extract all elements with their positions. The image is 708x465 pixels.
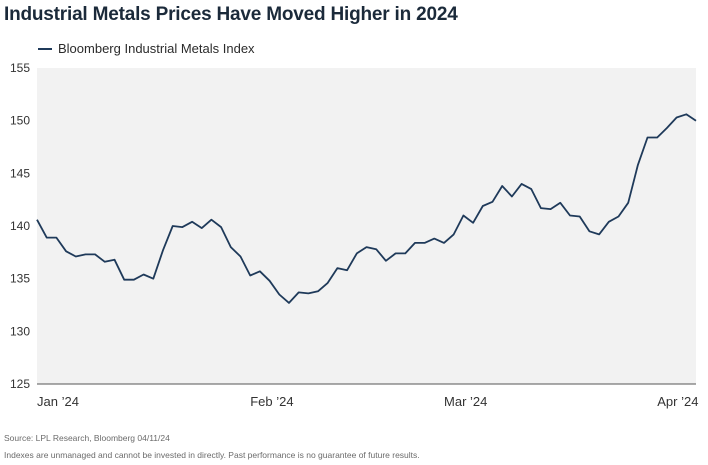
source-note: Source: LPL Research, Bloomberg 04/11/24 bbox=[4, 433, 170, 443]
x-axis-ticks: Jan ’24 Feb ’24 Mar ’24 Apr ’24 bbox=[37, 394, 698, 409]
y-tick-label: 140 bbox=[10, 219, 30, 233]
disclaimer-note: Indexes are unmanaged and cannot be inve… bbox=[4, 450, 420, 460]
y-axis-ticks: 125 130 135 140 145 150 155 bbox=[10, 61, 30, 391]
x-tick-label: Jan ’24 bbox=[37, 394, 79, 409]
x-tick-label: Mar ’24 bbox=[444, 394, 487, 409]
y-tick-label: 150 bbox=[10, 114, 30, 128]
x-tick-label: Apr ’24 bbox=[657, 394, 698, 409]
y-tick-label: 155 bbox=[10, 61, 30, 75]
plot-area bbox=[37, 68, 696, 384]
y-tick-label: 145 bbox=[10, 166, 30, 180]
x-tick-label: Feb ’24 bbox=[250, 394, 293, 409]
legend-line-swatch bbox=[38, 47, 52, 50]
chart-title: Industrial Metals Prices Have Moved High… bbox=[4, 4, 458, 25]
y-tick-label: 130 bbox=[10, 324, 30, 338]
y-tick-label: 135 bbox=[10, 272, 30, 286]
legend-label: Bloomberg Industrial Metals Index bbox=[58, 41, 255, 56]
y-tick-label: 125 bbox=[10, 377, 30, 391]
series-line-bloomberg-industrial-metals-index bbox=[36, 113, 697, 304]
legend: Bloomberg Industrial Metals Index bbox=[38, 41, 255, 56]
